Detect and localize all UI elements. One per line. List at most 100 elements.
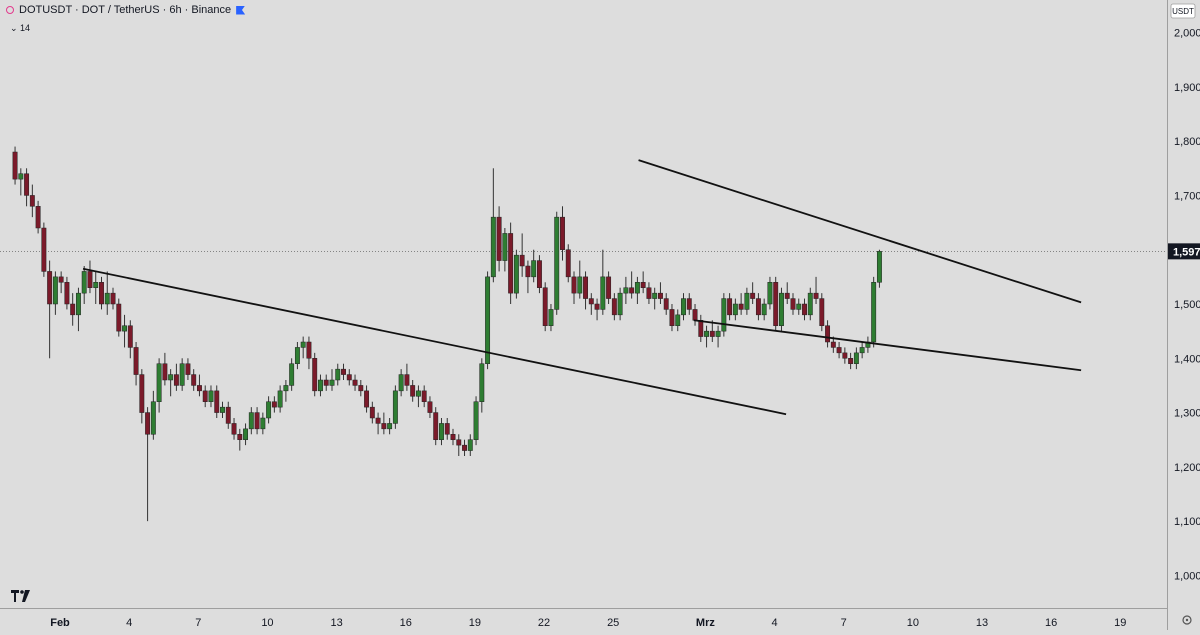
candle[interactable] <box>588 293 594 315</box>
candle[interactable] <box>260 412 266 435</box>
candle[interactable] <box>18 168 24 196</box>
indicator-legend[interactable]: ⌄ 14 <box>10 23 31 33</box>
candle[interactable] <box>266 396 272 424</box>
trendline[interactable] <box>638 159 1082 304</box>
candle[interactable] <box>773 276 779 332</box>
candle[interactable] <box>836 342 842 359</box>
candle[interactable] <box>145 407 151 522</box>
candle[interactable] <box>848 352 854 370</box>
candle[interactable] <box>104 271 110 315</box>
candle[interactable] <box>640 271 646 294</box>
candle[interactable] <box>127 320 133 359</box>
candle[interactable] <box>323 374 329 391</box>
candle[interactable] <box>237 428 243 451</box>
candle[interactable] <box>738 293 744 315</box>
candle[interactable] <box>508 222 514 304</box>
candle[interactable] <box>318 374 323 397</box>
candle[interactable] <box>47 260 53 359</box>
candle[interactable] <box>110 287 116 310</box>
candle[interactable] <box>433 407 439 446</box>
symbol-header[interactable]: DOTUSDT · DOT / TetherUS · 6h · Binance <box>6 4 246 16</box>
candle[interactable] <box>427 396 433 418</box>
candle[interactable] <box>335 363 341 386</box>
candle[interactable] <box>669 304 675 332</box>
candle[interactable] <box>162 352 168 386</box>
candle[interactable] <box>392 385 398 429</box>
candle[interactable] <box>116 298 122 337</box>
candle[interactable] <box>462 439 467 456</box>
candle[interactable] <box>692 304 698 326</box>
candle[interactable] <box>439 418 444 446</box>
candle[interactable] <box>686 293 692 315</box>
candle[interactable] <box>231 418 237 440</box>
candle[interactable] <box>381 412 387 435</box>
candle[interactable] <box>479 358 485 413</box>
candle[interactable] <box>271 396 277 413</box>
candle[interactable] <box>825 320 831 348</box>
candle[interactable] <box>122 314 127 348</box>
candle[interactable] <box>536 255 542 294</box>
candle[interactable] <box>415 385 421 408</box>
candle[interactable] <box>329 369 335 391</box>
candle[interactable] <box>750 282 756 304</box>
candle[interactable] <box>819 293 825 332</box>
candle[interactable] <box>375 412 381 435</box>
candle[interactable] <box>629 271 635 299</box>
candle[interactable] <box>802 298 807 321</box>
candle[interactable] <box>577 260 583 299</box>
candle[interactable] <box>519 233 525 277</box>
candle[interactable] <box>358 380 364 397</box>
candle[interactable] <box>197 374 202 397</box>
settings-icon[interactable] <box>1182 615 1192 625</box>
candle[interactable] <box>312 352 318 397</box>
candle[interactable] <box>58 271 64 294</box>
candle[interactable] <box>225 401 231 429</box>
candle[interactable] <box>404 363 410 391</box>
candle[interactable] <box>139 369 145 424</box>
candle[interactable] <box>600 249 606 315</box>
candle[interactable] <box>761 298 767 321</box>
candle[interactable] <box>450 428 456 446</box>
candle[interactable] <box>52 271 58 315</box>
candle[interactable] <box>698 314 704 342</box>
candle[interactable] <box>473 396 479 446</box>
candle[interactable] <box>421 385 427 408</box>
candle[interactable] <box>784 282 790 304</box>
candle[interactable] <box>29 184 35 218</box>
candle[interactable] <box>790 293 796 315</box>
candle[interactable] <box>485 271 491 370</box>
candle[interactable] <box>99 276 104 310</box>
candle[interactable] <box>156 358 162 413</box>
candle[interactable] <box>283 380 289 402</box>
candle[interactable] <box>133 342 139 386</box>
candle[interactable] <box>594 298 600 321</box>
candle[interactable] <box>87 260 93 294</box>
candle[interactable] <box>732 298 738 321</box>
candle[interactable] <box>496 206 502 272</box>
candle[interactable] <box>525 260 531 294</box>
candle[interactable] <box>191 369 197 391</box>
candle[interactable] <box>41 222 47 277</box>
candle[interactable] <box>876 249 882 288</box>
candle[interactable] <box>646 282 652 304</box>
candle[interactable] <box>871 276 877 348</box>
candle[interactable] <box>531 249 537 283</box>
candle[interactable] <box>24 168 30 207</box>
candle[interactable] <box>243 423 249 446</box>
candle[interactable] <box>502 228 508 272</box>
candle[interactable] <box>548 304 554 332</box>
candle[interactable] <box>807 287 813 321</box>
candle[interactable] <box>208 385 214 408</box>
candle[interactable] <box>663 293 669 315</box>
candle[interactable] <box>623 276 629 304</box>
candle[interactable] <box>70 293 76 326</box>
candle[interactable] <box>93 271 99 304</box>
candle[interactable] <box>571 271 577 304</box>
candle[interactable] <box>410 380 416 402</box>
candle[interactable] <box>704 325 710 348</box>
candle[interactable] <box>634 276 640 304</box>
trendline[interactable] <box>82 267 787 416</box>
candle[interactable] <box>755 293 761 321</box>
